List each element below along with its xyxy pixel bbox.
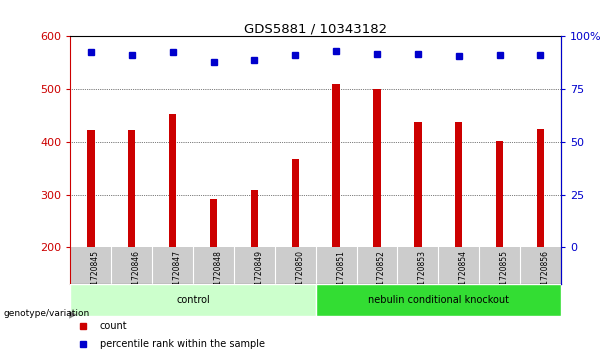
Text: count: count <box>100 321 128 331</box>
Text: control: control <box>176 295 210 305</box>
Text: GSM1720849: GSM1720849 <box>254 250 264 301</box>
Bar <box>169 114 177 248</box>
Text: GSM1720851: GSM1720851 <box>336 250 345 301</box>
Text: GSM1720856: GSM1720856 <box>541 250 549 301</box>
Bar <box>292 159 299 248</box>
Text: genotype/variation: genotype/variation <box>3 310 89 318</box>
Bar <box>455 122 462 248</box>
Polygon shape <box>69 311 77 319</box>
Text: percentile rank within the sample: percentile rank within the sample <box>100 339 265 349</box>
Text: GSM1720845: GSM1720845 <box>91 250 100 301</box>
Text: GSM1720846: GSM1720846 <box>132 250 141 301</box>
Bar <box>70 285 316 316</box>
Bar <box>537 129 544 248</box>
Text: nebulin conditional knockout: nebulin conditional knockout <box>368 295 509 305</box>
Title: GDS5881 / 10343182: GDS5881 / 10343182 <box>244 22 387 35</box>
Text: GSM1720850: GSM1720850 <box>295 250 304 301</box>
Text: GSM1720854: GSM1720854 <box>459 250 468 301</box>
Text: GSM1720853: GSM1720853 <box>418 250 427 301</box>
Bar <box>87 130 94 248</box>
Text: GSM1720852: GSM1720852 <box>377 250 386 301</box>
Text: GSM1720847: GSM1720847 <box>173 250 181 301</box>
Bar <box>496 141 503 248</box>
Bar <box>70 248 561 285</box>
Text: GSM1720855: GSM1720855 <box>500 250 509 301</box>
Bar <box>210 199 217 248</box>
Bar <box>373 89 381 248</box>
Bar <box>316 285 561 316</box>
Text: GSM1720848: GSM1720848 <box>213 250 223 301</box>
Bar <box>251 191 258 248</box>
Bar <box>128 130 135 248</box>
Bar <box>332 84 340 248</box>
Bar <box>414 122 422 248</box>
